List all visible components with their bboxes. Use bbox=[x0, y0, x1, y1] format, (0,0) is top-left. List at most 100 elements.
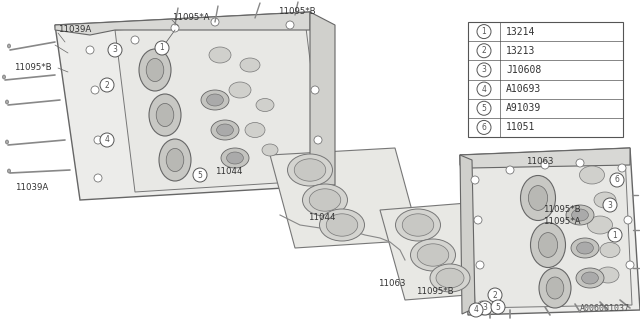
Text: J10608: J10608 bbox=[506, 65, 541, 75]
Text: 11095*A: 11095*A bbox=[543, 218, 580, 227]
Text: 4: 4 bbox=[104, 135, 109, 145]
Ellipse shape bbox=[546, 277, 564, 299]
Ellipse shape bbox=[211, 18, 219, 26]
Ellipse shape bbox=[303, 184, 348, 216]
Circle shape bbox=[477, 120, 491, 134]
Ellipse shape bbox=[86, 46, 94, 54]
Ellipse shape bbox=[294, 159, 326, 181]
Ellipse shape bbox=[139, 49, 171, 91]
Ellipse shape bbox=[577, 242, 593, 254]
Ellipse shape bbox=[227, 152, 243, 164]
Ellipse shape bbox=[314, 136, 322, 144]
Ellipse shape bbox=[410, 239, 456, 271]
Circle shape bbox=[469, 303, 483, 317]
Circle shape bbox=[155, 41, 169, 55]
Polygon shape bbox=[460, 148, 630, 168]
Text: 2: 2 bbox=[482, 46, 486, 55]
Polygon shape bbox=[470, 155, 632, 308]
Text: 4: 4 bbox=[474, 306, 479, 315]
Ellipse shape bbox=[579, 166, 605, 184]
Text: 11039A: 11039A bbox=[58, 26, 92, 35]
Ellipse shape bbox=[417, 244, 449, 266]
Ellipse shape bbox=[91, 86, 99, 94]
Circle shape bbox=[477, 44, 491, 58]
Ellipse shape bbox=[287, 154, 333, 186]
Ellipse shape bbox=[6, 140, 8, 144]
Text: 11051: 11051 bbox=[506, 123, 536, 132]
Text: 2: 2 bbox=[493, 291, 497, 300]
Circle shape bbox=[488, 288, 502, 302]
Ellipse shape bbox=[156, 103, 174, 126]
Ellipse shape bbox=[403, 214, 434, 236]
Ellipse shape bbox=[286, 21, 294, 29]
Ellipse shape bbox=[588, 216, 612, 234]
Text: 1: 1 bbox=[482, 27, 486, 36]
Ellipse shape bbox=[476, 261, 484, 269]
Ellipse shape bbox=[624, 216, 632, 224]
Ellipse shape bbox=[309, 189, 340, 211]
Ellipse shape bbox=[131, 36, 139, 44]
Text: 2: 2 bbox=[104, 81, 109, 90]
Text: 5: 5 bbox=[198, 171, 202, 180]
Text: 11095*B: 11095*B bbox=[543, 205, 580, 214]
Ellipse shape bbox=[529, 186, 548, 210]
Ellipse shape bbox=[319, 209, 365, 241]
Text: 5: 5 bbox=[481, 104, 486, 113]
Ellipse shape bbox=[594, 192, 616, 208]
Polygon shape bbox=[310, 12, 335, 185]
Ellipse shape bbox=[94, 174, 102, 182]
Ellipse shape bbox=[166, 148, 184, 172]
Polygon shape bbox=[460, 155, 475, 314]
Circle shape bbox=[193, 168, 207, 182]
FancyBboxPatch shape bbox=[468, 22, 623, 137]
Ellipse shape bbox=[229, 82, 251, 98]
Text: 13214: 13214 bbox=[506, 27, 536, 36]
Circle shape bbox=[477, 63, 491, 77]
Circle shape bbox=[491, 300, 505, 314]
Circle shape bbox=[603, 198, 617, 212]
Circle shape bbox=[608, 228, 622, 242]
Ellipse shape bbox=[538, 233, 557, 257]
Ellipse shape bbox=[471, 176, 479, 184]
Ellipse shape bbox=[221, 148, 249, 168]
Ellipse shape bbox=[146, 59, 164, 82]
Ellipse shape bbox=[201, 90, 229, 110]
Text: 4: 4 bbox=[481, 84, 486, 93]
Ellipse shape bbox=[600, 243, 620, 258]
Ellipse shape bbox=[566, 205, 594, 225]
Ellipse shape bbox=[396, 209, 440, 241]
Text: 3: 3 bbox=[481, 65, 486, 75]
Ellipse shape bbox=[478, 301, 486, 309]
Circle shape bbox=[108, 43, 122, 57]
Polygon shape bbox=[55, 12, 310, 35]
Polygon shape bbox=[380, 200, 530, 300]
Ellipse shape bbox=[262, 144, 278, 156]
Text: 11095*B: 11095*B bbox=[14, 63, 52, 73]
Ellipse shape bbox=[539, 268, 571, 308]
Ellipse shape bbox=[626, 261, 634, 269]
Ellipse shape bbox=[149, 94, 181, 136]
Ellipse shape bbox=[531, 222, 566, 268]
Ellipse shape bbox=[171, 24, 179, 32]
Ellipse shape bbox=[572, 209, 588, 221]
Text: 11063: 11063 bbox=[526, 157, 554, 166]
Ellipse shape bbox=[311, 86, 319, 94]
Ellipse shape bbox=[520, 175, 556, 220]
Text: 11044: 11044 bbox=[215, 167, 243, 177]
Text: A91039: A91039 bbox=[506, 103, 541, 113]
Ellipse shape bbox=[571, 238, 599, 258]
Circle shape bbox=[478, 301, 492, 315]
Polygon shape bbox=[460, 148, 640, 315]
Text: 11039A: 11039A bbox=[15, 183, 48, 193]
Polygon shape bbox=[55, 12, 335, 200]
Ellipse shape bbox=[3, 75, 6, 79]
Ellipse shape bbox=[209, 47, 231, 63]
Polygon shape bbox=[115, 20, 325, 192]
Circle shape bbox=[477, 101, 491, 115]
Ellipse shape bbox=[6, 100, 8, 104]
Ellipse shape bbox=[240, 58, 260, 72]
Circle shape bbox=[100, 78, 114, 92]
Text: 3: 3 bbox=[483, 303, 488, 313]
Ellipse shape bbox=[256, 99, 274, 111]
Ellipse shape bbox=[216, 124, 234, 136]
